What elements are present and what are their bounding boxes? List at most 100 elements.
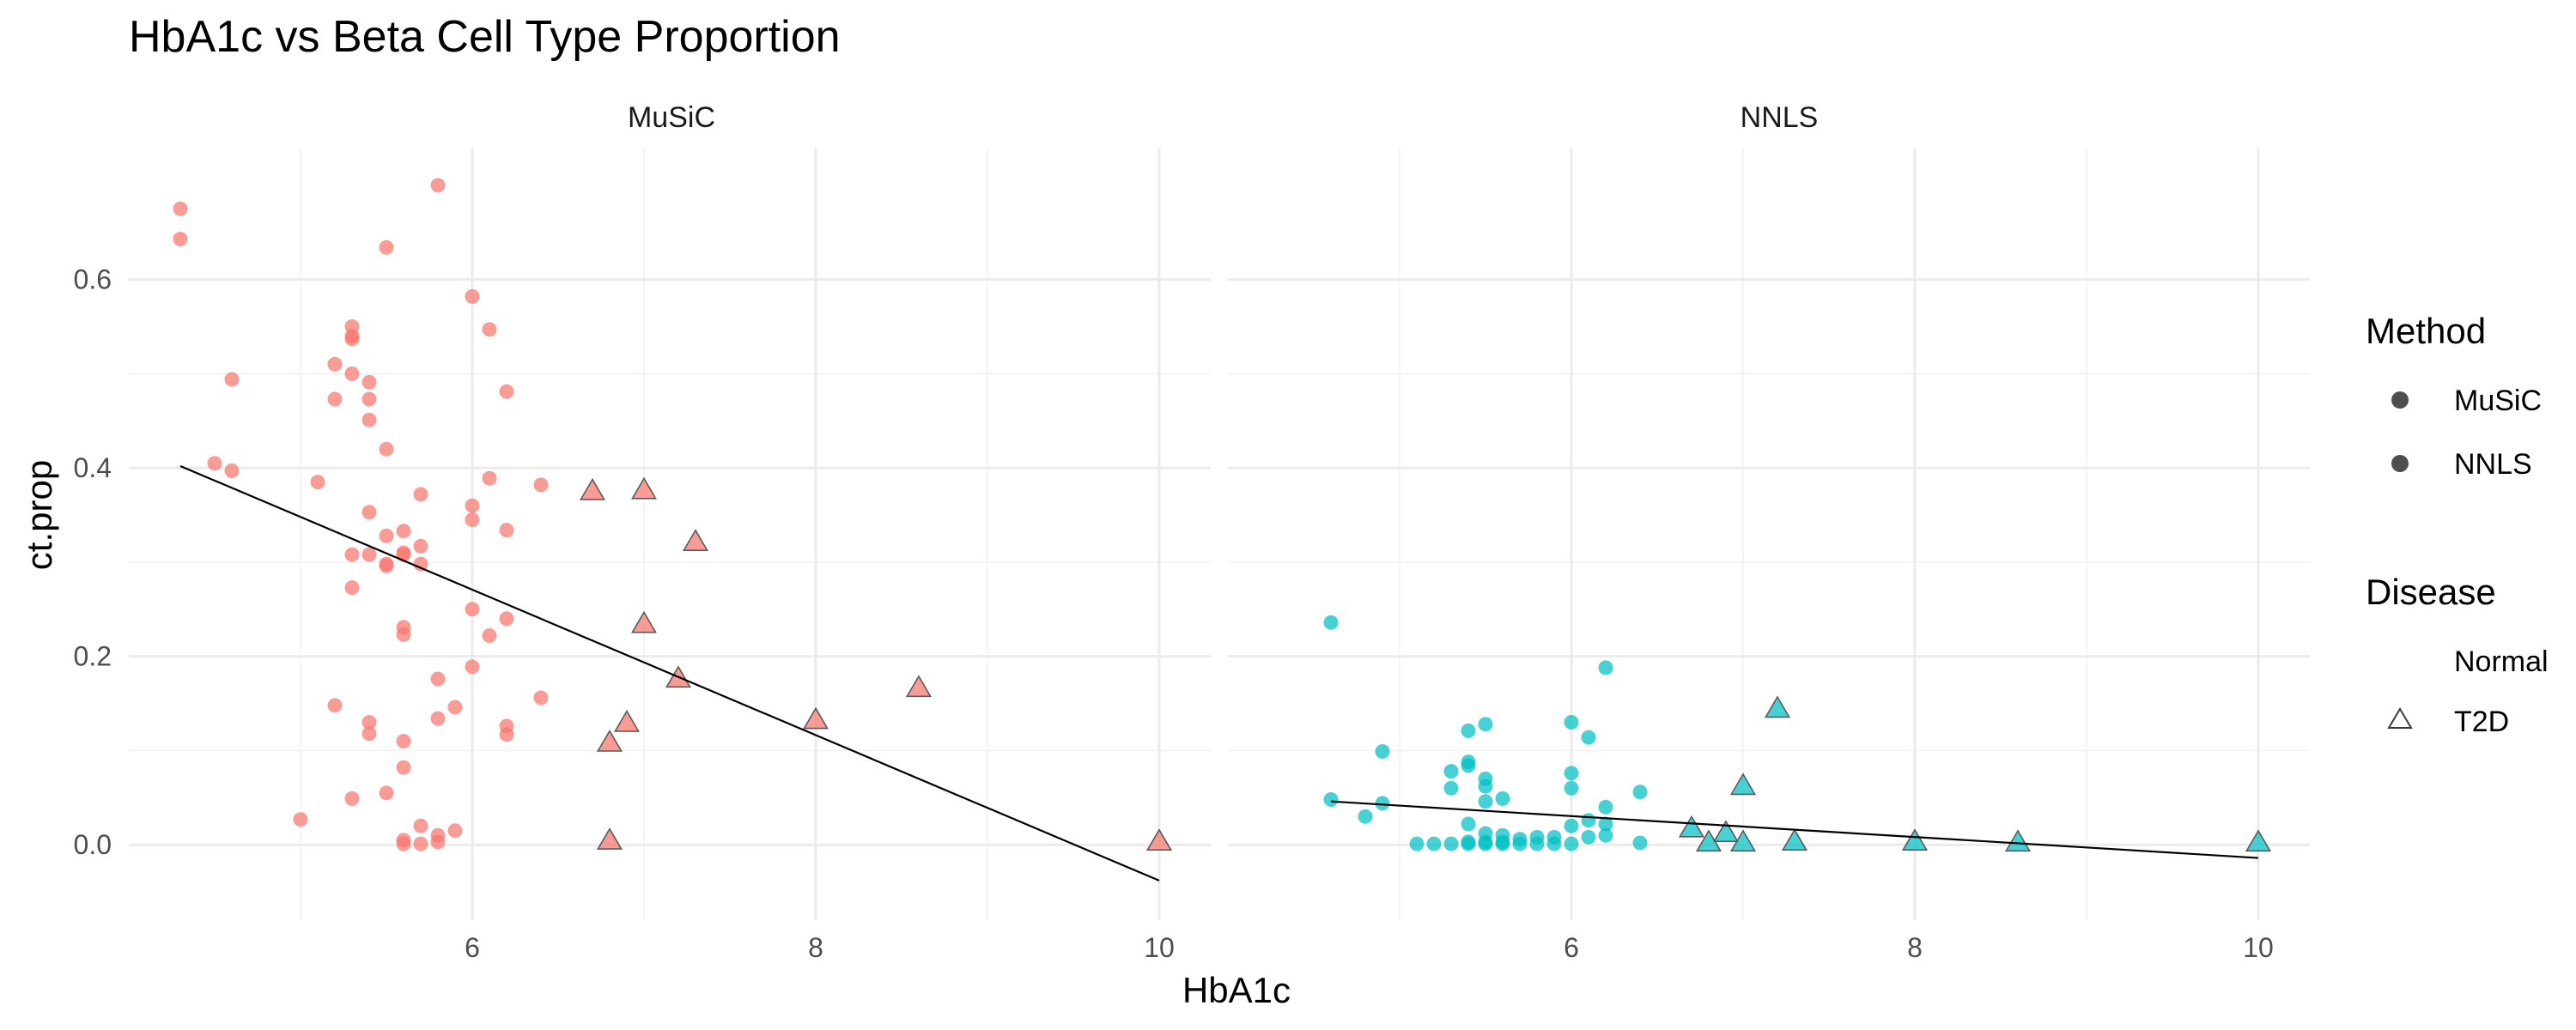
point-music-normal — [379, 785, 394, 801]
point-music-normal — [344, 547, 360, 562]
point-nnls-normal — [1581, 829, 1596, 845]
x-tick-label: 8 — [1907, 932, 1923, 963]
y-tick-label: 0.4 — [74, 452, 112, 483]
point-nnls-normal — [1495, 791, 1510, 806]
point-nnls-normal — [1564, 780, 1579, 796]
point-music-t2d — [614, 709, 640, 732]
point-music-normal — [413, 818, 428, 833]
point-music-normal — [327, 698, 343, 713]
point-music-t2d — [596, 730, 623, 752]
legend-method-nnls-label: NNLS — [2454, 448, 2532, 481]
point-music-normal — [499, 523, 514, 538]
point-nnls-normal — [1478, 717, 1493, 732]
x-tick-label: 10 — [1144, 932, 1175, 963]
point-music-normal — [361, 547, 377, 562]
point-music-normal — [430, 834, 446, 850]
point-nnls-normal — [1632, 785, 1648, 800]
point-music-normal — [430, 711, 446, 726]
point-nnls-normal — [1632, 835, 1648, 851]
point-music-normal — [379, 441, 394, 457]
point-nnls-normal — [1409, 836, 1425, 851]
point-nnls-normal — [1598, 660, 1613, 676]
point-nnls-normal — [1598, 799, 1613, 815]
y-axis: 0.0 0.2 0.4 0.6 — [74, 264, 112, 861]
fit-line-nnls — [1330, 800, 2259, 859]
point-music-normal — [465, 659, 480, 675]
point-nnls-t2d — [1764, 695, 1791, 718]
legend-method-music-key — [2391, 391, 2409, 409]
point-music-normal — [173, 201, 188, 216]
point-music-normal — [413, 538, 428, 554]
point-nnls-normal — [1581, 730, 1596, 745]
panel-nnls: NNLS — [1228, 101, 2310, 920]
legend-disease-title: Disease — [2366, 572, 2496, 612]
point-nnls-normal — [1581, 813, 1596, 828]
point-nnls-normal — [1461, 723, 1476, 738]
point-music-normal — [465, 288, 480, 304]
strip-label-music: MuSiC — [628, 101, 715, 134]
point-music-normal — [361, 505, 377, 520]
point-music-t2d — [1145, 828, 1173, 851]
legend-disease-t2d-label: T2D — [2454, 706, 2509, 738]
point-music-normal — [361, 412, 377, 427]
point-music-normal — [361, 391, 377, 407]
point-music-t2d — [803, 706, 829, 730]
point-nnls-t2d — [2004, 829, 2032, 852]
point-nnls-normal — [1443, 836, 1459, 851]
point-music-normal — [396, 524, 411, 539]
point-nnls-t2d — [1781, 828, 1808, 851]
point-music-normal — [499, 727, 514, 742]
point-music-normal — [396, 627, 411, 642]
point-nnls-normal — [1564, 836, 1579, 851]
y-axis-title: ct.prop — [19, 460, 59, 570]
point-nnls-normal — [1323, 792, 1339, 807]
point-nnls-normal — [1478, 836, 1493, 851]
point-music-t2d — [580, 477, 605, 500]
point-music-normal — [482, 322, 497, 337]
point-nnls-normal — [1375, 796, 1390, 811]
point-music-normal — [430, 671, 446, 687]
point-nnls-normal — [1443, 780, 1459, 796]
legend-method-title: Method — [2366, 311, 2486, 351]
point-music-normal — [465, 602, 480, 617]
point-nnls-normal — [1461, 836, 1476, 851]
point-nnls-normal — [1564, 818, 1579, 833]
point-music-normal — [396, 760, 411, 775]
x-axis: 6 8 10 6 8 10 — [465, 932, 2274, 963]
point-music-normal — [482, 628, 497, 643]
y-tick-label: 0.2 — [74, 641, 112, 672]
point-nnls-normal — [1443, 764, 1459, 779]
point-nnls-normal — [1546, 836, 1562, 851]
point-music-normal — [327, 356, 343, 372]
point-music-normal — [482, 470, 497, 486]
legend-method-nnls-key — [2391, 455, 2409, 472]
plot-area-nnls — [1228, 148, 2310, 920]
plot-area-music — [129, 148, 1211, 920]
point-nnls-t2d — [1901, 828, 1929, 851]
point-music-normal — [310, 475, 325, 490]
point-music-normal — [379, 558, 394, 573]
point-music-normal — [344, 366, 360, 381]
panel-music: MuSiC — [129, 101, 1211, 920]
legend-disease-normal-label: Normal — [2454, 645, 2549, 678]
point-music-normal — [344, 331, 360, 347]
point-music-t2d — [631, 476, 657, 500]
point-music-t2d — [596, 827, 623, 850]
point-nnls-normal — [1564, 766, 1579, 781]
x-tick-label: 6 — [1564, 932, 1579, 963]
point-music-normal — [224, 464, 240, 478]
point-nnls-normal — [1461, 758, 1476, 773]
fit-line-music — [179, 464, 1160, 882]
point-music-normal — [344, 580, 360, 596]
point-nnls-t2d — [1729, 772, 1757, 796]
point-nnls-normal — [1529, 836, 1545, 851]
y-tick-label: 0.0 — [74, 829, 112, 860]
point-music-normal — [379, 239, 394, 255]
point-music-t2d — [905, 675, 932, 698]
legend-disease-t2d-key — [2387, 707, 2413, 729]
point-music-normal — [499, 384, 514, 399]
x-tick-label: 10 — [2243, 932, 2274, 963]
point-nnls-t2d — [1695, 829, 1722, 852]
point-music-normal — [533, 690, 549, 706]
point-music-normal — [465, 498, 480, 513]
